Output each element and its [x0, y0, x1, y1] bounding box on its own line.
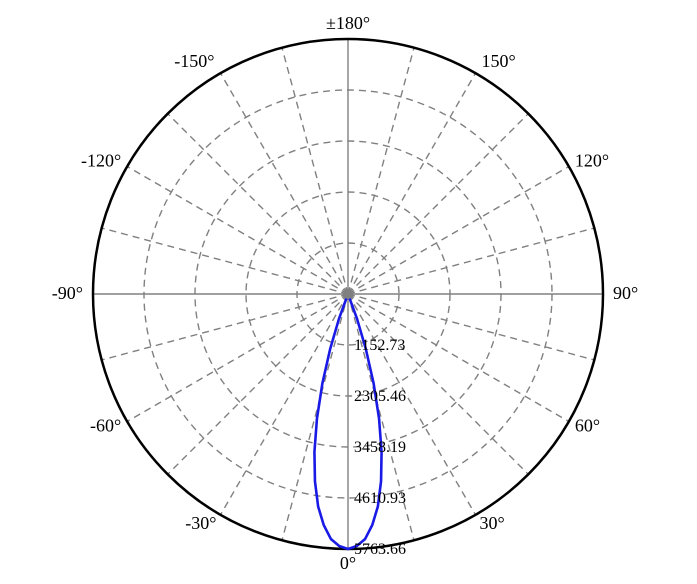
angle-label: 30° — [480, 513, 505, 533]
radial-tick-label: 1152.73 — [354, 337, 405, 354]
polar-chart: 1152.73 2305.46 3458.19 4610.93 5763.66 ±180°… — [0, 0, 697, 584]
radial-tick-label: 5763.66 — [354, 541, 406, 558]
angle-label: 120° — [575, 151, 609, 171]
center-dot — [343, 289, 353, 299]
angle-label: -90° — [52, 283, 83, 303]
radial-tick-label: 4610.93 — [354, 490, 406, 507]
angle-label: -60° — [90, 416, 121, 436]
angle-label: 90° — [613, 283, 638, 303]
radial-tick-label: 2305.46 — [354, 388, 406, 405]
angle-label: 150° — [482, 51, 516, 71]
angle-label: -150° — [174, 51, 214, 71]
angle-label: 0° — [340, 553, 356, 573]
angle-label: -30° — [185, 513, 216, 533]
radial-tick-label: 3458.19 — [354, 439, 406, 456]
angle-label: -120° — [81, 151, 121, 171]
angle-label: 60° — [575, 416, 600, 436]
angle-label: ±180° — [326, 13, 370, 33]
